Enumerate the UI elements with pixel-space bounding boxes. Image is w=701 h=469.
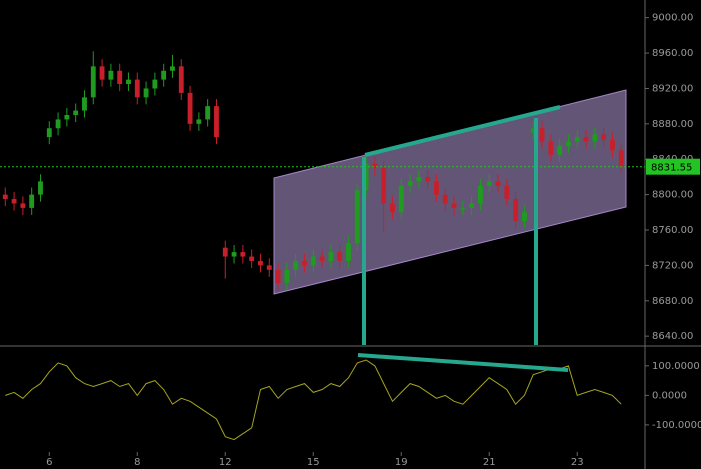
candle-body	[601, 134, 607, 140]
y-tick-label: 8680.00	[652, 296, 693, 307]
candle-body	[126, 79, 131, 85]
drawings	[357, 105, 569, 372]
candle-body	[108, 70, 114, 80]
candle-body	[231, 252, 237, 257]
candle-body	[258, 260, 263, 266]
candle-body	[407, 181, 413, 186]
candle-body	[337, 252, 343, 261]
candle-body	[434, 181, 439, 195]
candle-body	[583, 137, 589, 142]
candle-body	[442, 194, 448, 204]
candle-body	[398, 185, 404, 213]
candle-body	[20, 203, 26, 208]
candle-body	[240, 252, 246, 257]
y-tick-label: 0.0000	[652, 390, 687, 401]
y-tick-label: 8640.00	[652, 331, 693, 342]
candle-body	[451, 203, 457, 208]
x-tick-label: 19	[395, 457, 408, 468]
candle-body	[363, 163, 369, 191]
candle-body	[2, 194, 8, 200]
candle-body	[486, 181, 492, 186]
candle-body	[425, 176, 431, 182]
candle-body	[205, 106, 211, 120]
candle-body	[557, 145, 563, 155]
candle-body	[372, 163, 378, 169]
candle-body	[73, 110, 79, 115]
candle-body	[196, 119, 202, 124]
y-tick-label: 8960.00	[652, 48, 693, 59]
last-price-box	[646, 158, 700, 175]
y-tick-label: 8760.00	[652, 225, 693, 236]
candle-body	[513, 199, 519, 222]
x-tick-label: 6	[46, 457, 52, 468]
candle-body	[170, 66, 175, 71]
candle-body	[610, 139, 615, 151]
candle-body	[354, 190, 360, 244]
x-tick-label: 21	[483, 457, 496, 468]
candle-body	[90, 66, 96, 98]
candle-body	[64, 115, 70, 120]
candle-body	[495, 181, 501, 186]
y-tick-label: 8720.00	[652, 260, 693, 271]
x-tick-label: 12	[219, 457, 232, 468]
candle-body	[161, 70, 167, 80]
candle-body	[566, 141, 571, 146]
candle-body	[416, 176, 422, 182]
candle-body	[249, 256, 255, 261]
candle-body	[82, 97, 87, 111]
candle-body	[152, 79, 158, 89]
candle-body	[11, 199, 17, 204]
candle-body	[592, 134, 598, 142]
candle-body	[222, 247, 228, 257]
oscillator-line	[5, 359, 622, 441]
candle-body	[302, 260, 307, 266]
x-tick-label: 23	[571, 457, 584, 468]
candle-body	[38, 181, 43, 195]
candle-body	[522, 212, 527, 222]
candle-body	[478, 185, 483, 204]
candle-body	[460, 207, 466, 209]
y-tick-label: -100.0000	[652, 420, 701, 431]
candle-body	[99, 66, 105, 80]
y-tick-label: 8880.00	[652, 119, 693, 130]
candle-body	[187, 92, 193, 124]
candle-body	[469, 203, 475, 208]
y-tick-label: 9000.00	[652, 13, 693, 24]
candle-body	[143, 88, 149, 98]
candle-body	[346, 243, 351, 261]
candle-body	[134, 79, 140, 98]
candle-body	[328, 252, 334, 261]
candle-body	[530, 128, 536, 133]
y-tick-label: 8920.00	[652, 83, 693, 94]
candle-body	[275, 269, 281, 284]
candle-body	[55, 119, 61, 129]
x-tick-label: 8	[134, 457, 140, 468]
candle-body	[618, 150, 624, 167]
trend-line	[357, 353, 569, 372]
candle-body	[381, 168, 387, 204]
candle-body	[390, 203, 395, 213]
candle-body	[293, 260, 299, 270]
candle-body	[319, 256, 325, 261]
trend-line	[364, 105, 561, 157]
candle-body	[117, 70, 123, 85]
y-tick-label: 8800.00	[652, 190, 693, 201]
candle-body	[46, 128, 52, 138]
candle-body	[266, 265, 272, 270]
candle-body	[178, 66, 184, 93]
candle-body	[29, 194, 35, 208]
candle-body	[539, 128, 545, 142]
candle-body	[574, 137, 580, 142]
last-price-label: 8831.55	[651, 163, 692, 174]
candle-body	[284, 269, 290, 284]
candle-body	[504, 185, 510, 200]
candle-body	[310, 256, 316, 266]
x-tick-label: 15	[307, 457, 320, 468]
candle-body	[214, 106, 219, 138]
y-tick-label: 100.0000	[652, 361, 700, 372]
candle-body	[548, 141, 554, 155]
